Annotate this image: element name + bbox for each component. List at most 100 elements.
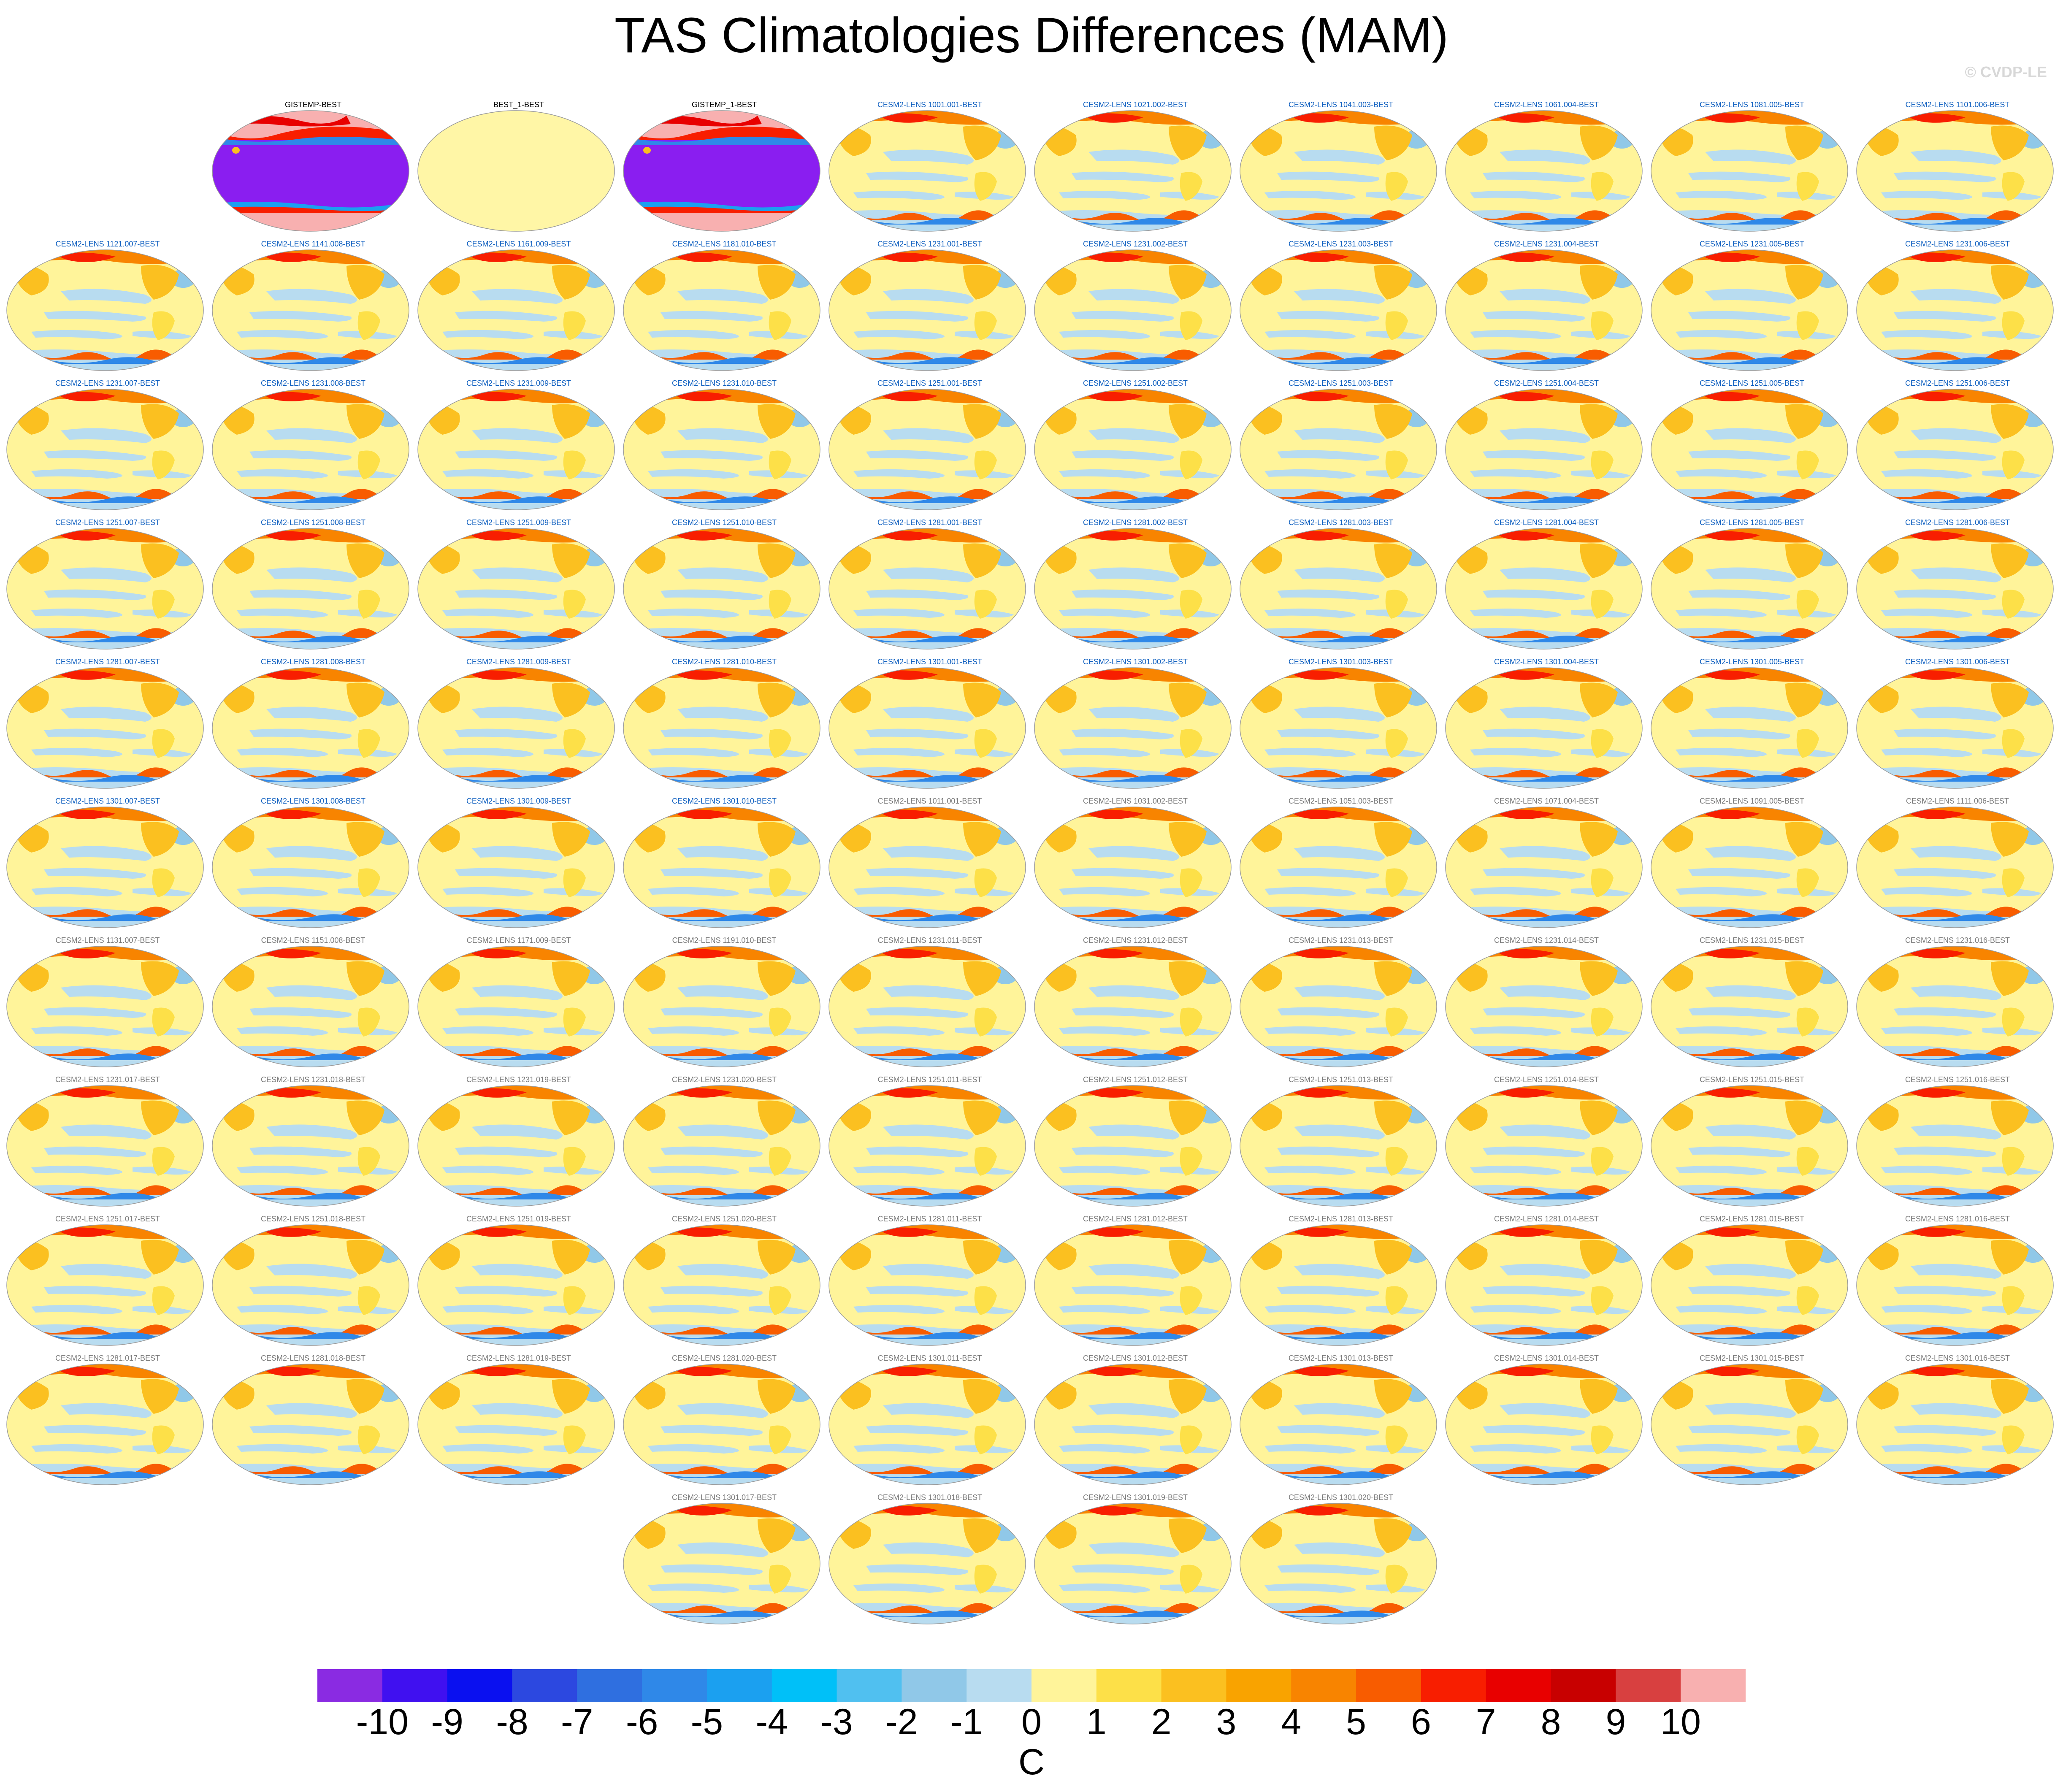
map-plot (1445, 1085, 1643, 1207)
map-panel-label: CESM2-LENS 1021.002-BEST (1083, 100, 1188, 109)
map-panel: CESM2-LENS 1161.009-BEST (417, 240, 620, 380)
colorbar-tick-label: -6 (625, 1702, 658, 1742)
map-panel: CESM2-LENS 1301.020-BEST (1239, 1493, 1443, 1633)
map-plot (623, 110, 820, 232)
map-plot (6, 389, 204, 510)
map-panel-label: CESM2-LENS 1231.008-BEST (260, 379, 366, 387)
map-panel-label: CESM2-LENS 1231.007-BEST (55, 379, 160, 387)
map-plot (828, 1364, 1026, 1485)
map-plot (1651, 946, 1848, 1067)
map-plot (1651, 389, 1848, 510)
map-panel-label: CESM2-LENS 1251.008-BEST (260, 518, 366, 527)
map-panel-label: CESM2-LENS 1281.017-BEST (55, 1354, 160, 1362)
map-panel-label: CESM2-LENS 1031.002-BEST (1083, 797, 1188, 805)
map-plot (417, 110, 615, 232)
map-panel: CESM2-LENS 1251.018-BEST (211, 1215, 415, 1355)
map-plot (6, 807, 204, 928)
map-plot (1856, 1224, 2054, 1346)
colorbar-segment (902, 1669, 967, 1702)
map-panel: CESM2-LENS 1281.012-BEST (1034, 1215, 1237, 1355)
map-panel: CESM2-LENS 1281.013-BEST (1239, 1215, 1443, 1355)
map-panel: CESM2-LENS 1301.016-BEST (1856, 1354, 2059, 1494)
map-panel-label: CESM2-LENS 1231.001-BEST (877, 240, 983, 248)
map-panel-label: CESM2-LENS 1281.012-BEST (1083, 1215, 1188, 1223)
map-panel-label: CESM2-LENS 1281.005-BEST (1699, 518, 1805, 527)
colorbar-segment (1161, 1669, 1226, 1702)
map-panel-label: CESM2-LENS 1251.015-BEST (1699, 1075, 1805, 1084)
map-panel: CESM2-LENS 1301.014-BEST (1445, 1354, 1648, 1494)
map-plot (417, 1224, 615, 1346)
map-panel-label: CESM2-LENS 1301.017-BEST (671, 1493, 777, 1502)
map-panel-label: CESM2-LENS 1171.009-BEST (466, 936, 571, 945)
map-panel: CESM2-LENS 1251.009-BEST (417, 518, 620, 658)
map-panel-label: CESM2-LENS 1281.014-BEST (1494, 1215, 1599, 1223)
colorbar-segment (837, 1669, 902, 1702)
map-panel: CESM2-LENS 1011.001-BEST (828, 797, 1032, 937)
colorbar-segment (512, 1669, 577, 1702)
map-panel: CESM2-LENS 1301.002-BEST (1034, 658, 1237, 798)
colorbar-tick-label: -5 (690, 1702, 723, 1742)
map-panel-label: CESM2-LENS 1231.009-BEST (466, 379, 571, 387)
map-panel: CESM2-LENS 1251.014-BEST (1445, 1075, 1648, 1215)
map-plot (1651, 1224, 1848, 1346)
colorbar-segment (1291, 1669, 1356, 1702)
map-panel-label: CESM2-LENS 1231.020-BEST (671, 1075, 777, 1084)
map-plot (1651, 110, 1848, 232)
map-panel: CESM2-LENS 1251.011-BEST (828, 1075, 1032, 1215)
colorbar-tick-label: 3 (1216, 1702, 1237, 1742)
colorbar-segment (577, 1669, 642, 1702)
colorbar-segment (1486, 1669, 1551, 1702)
map-plot (623, 1503, 820, 1624)
colorbar-segment (1032, 1669, 1097, 1702)
map-panel: CESM2-LENS 1001.001-BEST (828, 100, 1032, 241)
map-plot (212, 946, 409, 1067)
map-plot (1651, 1085, 1848, 1207)
map-plot (1240, 389, 1437, 510)
map-panel-label: CESM2-LENS 1251.001-BEST (877, 379, 983, 387)
map-plot (1240, 946, 1437, 1067)
map-plot (1445, 389, 1643, 510)
map-panel: CESM2-LENS 1301.015-BEST (1650, 1354, 1854, 1494)
map-panel-label: CESM2-LENS 1231.010-BEST (671, 379, 777, 387)
map-plot (623, 1085, 820, 1207)
map-panel-label: CESM2-LENS 1231.016-BEST (1905, 936, 2010, 945)
map-panel: CESM2-LENS 1061.004-BEST (1445, 100, 1648, 241)
map-panel-label: CESM2-LENS 1051.003-BEST (1288, 797, 1394, 805)
map-panel: CESM2-LENS 1301.010-BEST (623, 797, 826, 937)
map-panel: CESM2-LENS 1281.015-BEST (1650, 1215, 1854, 1355)
map-panel-label: CESM2-LENS 1231.002-BEST (1083, 240, 1188, 248)
map-panel-label: CESM2-LENS 1251.014-BEST (1494, 1075, 1599, 1084)
map-plot (6, 667, 204, 789)
colorbar-segment (642, 1669, 707, 1702)
map-plot (1856, 807, 2054, 928)
map-plot (1034, 1503, 1232, 1624)
map-panel-label: CESM2-LENS 1301.014-BEST (1494, 1354, 1599, 1362)
map-plot (1856, 1364, 2054, 1485)
map-panel-label: CESM2-LENS 1281.015-BEST (1699, 1215, 1805, 1223)
map-plot (1445, 667, 1643, 789)
map-plot (828, 249, 1026, 371)
map-panel: CESM2-LENS 1251.006-BEST (1856, 379, 2059, 519)
map-panel: CESM2-LENS 1231.008-BEST (211, 379, 415, 519)
map-plot (1240, 249, 1437, 371)
colorbar-segment (1616, 1669, 1681, 1702)
map-panel-label: CESM2-LENS 1161.009-BEST (466, 240, 571, 248)
map-plot (623, 528, 820, 650)
map-panel: CESM2-LENS 1231.015-BEST (1650, 936, 1854, 1076)
map-panel: CESM2-LENS 1281.005-BEST (1650, 518, 1854, 658)
map-panel: CESM2-LENS 1251.007-BEST (6, 518, 209, 658)
map-plot (212, 667, 409, 789)
map-plot (828, 667, 1026, 789)
map-panel: CESM2-LENS 1231.016-BEST (1856, 936, 2059, 1076)
map-plot (1445, 1364, 1643, 1485)
map-plot (1034, 528, 1232, 650)
map-panel: CESM2-LENS 1251.005-BEST (1650, 379, 1854, 519)
map-panel: CESM2-LENS 1281.010-BEST (623, 658, 826, 798)
map-panel: CESM2-LENS 1301.018-BEST (828, 1493, 1032, 1633)
map-panel: CESM2-LENS 1301.009-BEST (417, 797, 620, 937)
map-panel: CESM2-LENS 1301.007-BEST (6, 797, 209, 937)
map-plot (212, 528, 409, 650)
map-panel-label: CESM2-LENS 1301.013-BEST (1288, 1354, 1394, 1362)
map-panel: CESM2-LENS 1281.014-BEST (1445, 1215, 1648, 1355)
map-plot (1445, 110, 1643, 232)
